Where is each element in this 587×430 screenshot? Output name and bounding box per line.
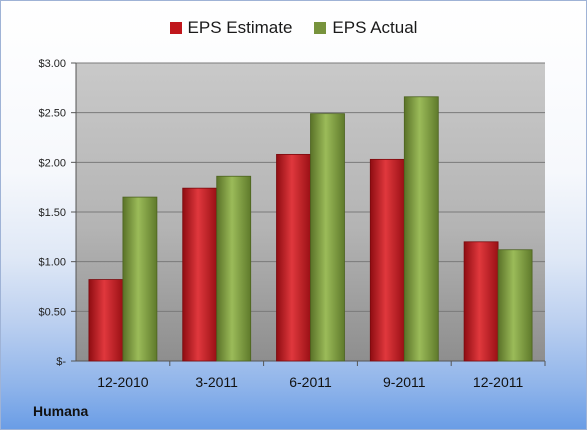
y-tick-label: $-	[56, 356, 66, 368]
bar-eps-actual	[216, 175, 252, 362]
y-tick-label: $1.00	[38, 257, 66, 269]
legend: EPS Estimate EPS Actual	[1, 18, 586, 38]
x-tick-label: 12-2010	[97, 374, 149, 390]
bar-eps-estimate	[276, 153, 311, 362]
legend-label-actual: EPS Actual	[332, 18, 418, 37]
legend-swatch-estimate	[169, 22, 182, 34]
company-name: Humana	[33, 403, 89, 419]
bar-eps-estimate	[369, 158, 405, 362]
x-tick-label: 9-2011	[383, 374, 426, 390]
bar-eps-actual	[403, 96, 439, 362]
bar-eps-estimate	[463, 241, 499, 362]
legend-swatch-actual	[314, 22, 327, 34]
x-tick-label: 6-2011	[289, 374, 332, 390]
x-tick-label: 12-2011	[473, 374, 524, 390]
y-tick-label: $1.50	[38, 207, 66, 219]
y-tick-label: $2.00	[38, 157, 66, 169]
legend-item-actual: EPS Actual	[314, 18, 417, 38]
y-tick-label: $3.00	[38, 58, 66, 70]
bar-eps-estimate	[88, 279, 124, 362]
legend-label-estimate: EPS Estimate	[187, 18, 293, 37]
y-tick-label: $2.50	[38, 108, 66, 120]
y-tick-label: $0.50	[38, 306, 66, 318]
legend-item-estimate: EPS Estimate	[169, 18, 293, 38]
x-tick-label: 3-2011	[195, 374, 238, 390]
bar-eps-actual	[310, 113, 345, 362]
bar-eps-estimate	[182, 187, 218, 362]
bar-eps-actual	[497, 249, 533, 362]
bar-eps-actual	[122, 196, 158, 362]
